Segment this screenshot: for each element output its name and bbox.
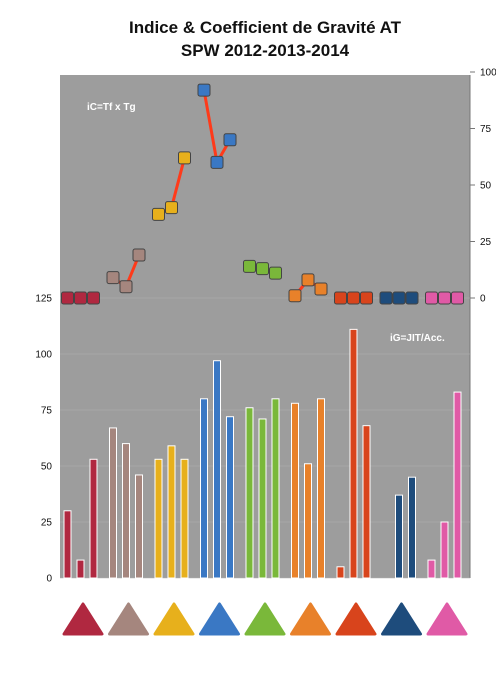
index-markers <box>61 83 464 305</box>
index-marker <box>210 155 224 169</box>
right-axis-ticks: 0 25 50 75 100 <box>470 68 496 305</box>
index-marker <box>152 207 165 221</box>
index-marker <box>360 291 373 305</box>
bar <box>395 494 403 579</box>
bar <box>258 418 267 579</box>
chart-title-line-1: Indice & Coefficient de Gravité AT <box>129 18 402 37</box>
index-marker <box>425 291 438 305</box>
index-marker <box>314 282 328 296</box>
bar-series <box>63 328 462 579</box>
category-logo <box>426 602 468 636</box>
chart-title-line-2: SPW 2012-2013-2014 <box>181 41 350 60</box>
category-logo <box>199 602 240 636</box>
index-marker <box>132 248 146 262</box>
bar <box>76 559 85 579</box>
bar <box>63 510 72 579</box>
index-marker <box>438 291 451 305</box>
category-logo <box>153 602 195 636</box>
bar <box>167 445 176 579</box>
index-marker <box>451 291 464 305</box>
bar <box>200 398 208 579</box>
index-marker <box>243 259 256 273</box>
bar <box>304 463 312 579</box>
index-marker <box>256 262 269 276</box>
index-marker <box>405 291 419 305</box>
index-marker <box>269 266 282 280</box>
index-marker <box>61 291 74 305</box>
bar <box>213 360 221 579</box>
annotation-ig: iG=JIT/Acc. <box>390 333 445 344</box>
left-tick-label: 125 <box>35 294 52 305</box>
index-marker <box>165 201 178 215</box>
bar <box>291 402 299 579</box>
category-logo-row <box>62 602 468 636</box>
index-marker <box>347 291 360 305</box>
right-tick-label: 100 <box>480 68 496 79</box>
left-tick-label: 75 <box>41 406 53 417</box>
index-marker <box>223 133 237 147</box>
category-logo <box>381 602 422 636</box>
bar <box>336 566 345 579</box>
index-marker <box>106 271 120 285</box>
bar <box>180 458 189 579</box>
category-logo <box>290 602 331 636</box>
category-logo <box>335 602 377 636</box>
bar <box>427 559 436 579</box>
right-tick-label: 25 <box>480 237 492 248</box>
index-marker <box>178 151 191 165</box>
bar <box>226 416 234 579</box>
left-tick-label: 0 <box>46 574 52 585</box>
category-logo <box>108 602 149 636</box>
index-marker <box>87 291 100 305</box>
index-marker <box>334 291 347 305</box>
index-marker <box>74 291 87 305</box>
bar <box>349 328 358 579</box>
index-marker <box>119 280 133 294</box>
index-marker <box>288 289 302 303</box>
category-logo <box>62 602 104 636</box>
index-marker <box>301 273 315 287</box>
right-tick-label: 50 <box>480 181 492 192</box>
bar <box>408 476 416 579</box>
left-tick-label: 50 <box>41 462 53 473</box>
bar <box>362 425 371 579</box>
index-marker <box>197 83 211 97</box>
bar <box>453 391 462 579</box>
bar <box>135 474 143 579</box>
bar <box>317 398 325 579</box>
left-tick-label: 25 <box>41 518 53 529</box>
left-axis-ticks: 0 25 50 75 100 125 <box>35 294 52 585</box>
left-tick-label: 100 <box>35 350 52 361</box>
bar <box>109 427 117 579</box>
right-tick-label: 75 <box>480 124 492 135</box>
index-marker <box>392 291 406 305</box>
right-tick-label: 0 <box>480 294 486 305</box>
bar <box>271 398 280 579</box>
annotation-ic: iC=Tf x Tg <box>87 102 136 113</box>
category-logo <box>244 602 286 636</box>
bar <box>89 458 98 579</box>
bar <box>440 521 449 579</box>
index-marker <box>379 291 393 305</box>
bar <box>245 407 254 579</box>
bar <box>122 443 130 579</box>
bar <box>154 458 163 579</box>
